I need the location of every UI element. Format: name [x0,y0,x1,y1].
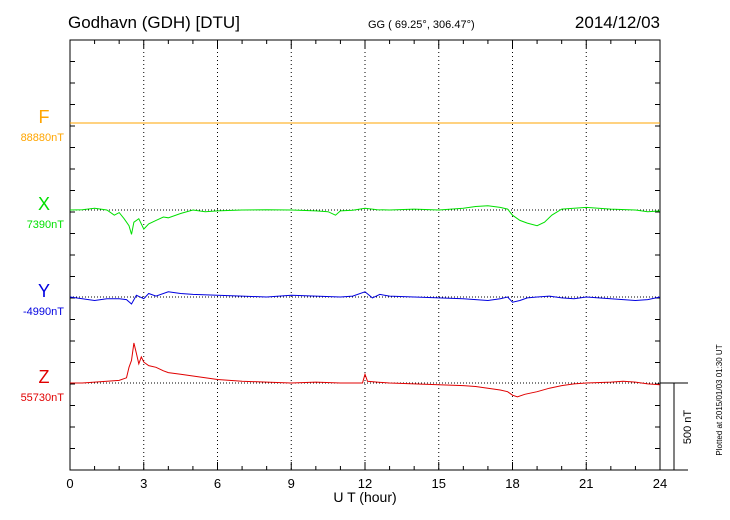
station-coords: GG ( 69.25°, 306.47°) [368,19,475,31]
station-title: Godhavn (GDH) [DTU] [68,13,240,32]
x-axis-label: U T (hour) [333,489,396,505]
vertical-grid [143,40,587,470]
axis-ticks [69,40,661,470]
series-y-name: Y [38,281,50,301]
x-tick-label: 15 [432,476,446,491]
x-tick-label: 21 [579,476,593,491]
series-f-baseline-label: 88880nT [21,132,65,144]
scale-bar: 500 nT [660,382,694,471]
x-tick-label: 3 [140,476,147,491]
series-labels: F 88880nT X 7390nT Y -4990nT Z 55730nT [21,107,65,404]
series-z-baseline-label: 55730nT [21,392,65,404]
series-f-name: F [39,107,50,127]
x-tick-label: 12 [358,476,372,491]
plot-date: 2014/12/03 [575,13,660,32]
series-x-name: X [38,194,50,214]
x-tick-label: 6 [214,476,221,491]
x-tick-label: 0 [66,476,73,491]
x-tick-label: 24 [653,476,667,491]
scale-bar-label: 500 nT [682,410,694,445]
series-x-baseline-label: 7390nT [27,219,65,231]
series-y-baseline-label: -4990nT [23,306,64,318]
series-z-name: Z [39,367,50,387]
x-tick-label: 18 [505,476,519,491]
x-tick-labels: 0 3 6 9 12 15 18 21 24 [66,476,667,491]
series-y-line [69,291,661,305]
x-tick-label: 9 [288,476,295,491]
plotted-timestamp: Plotted at 2015/01/03 01:30 UT [715,344,724,455]
series-x-line [69,205,661,235]
series-z-line [70,342,661,398]
series-lines [69,122,661,398]
